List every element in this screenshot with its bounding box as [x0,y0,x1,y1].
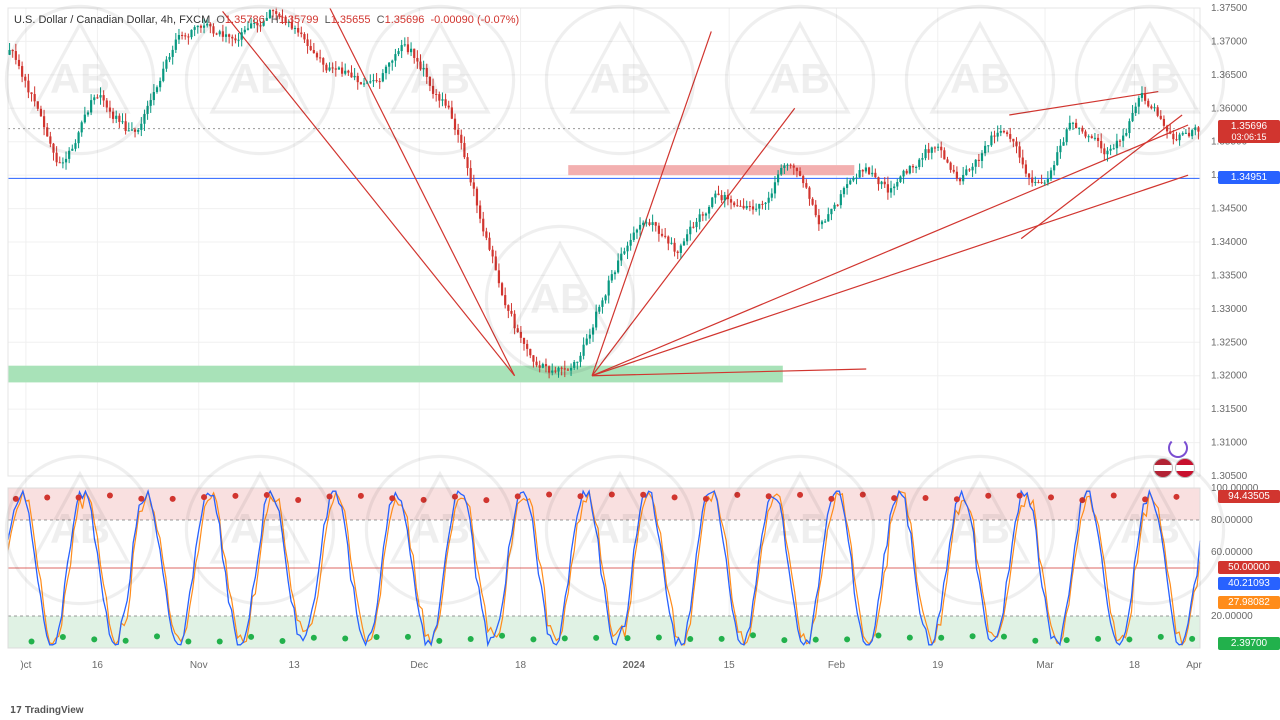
chart-header: U.S. Dollar / Canadian Dollar, 4h, FXCM … [14,14,519,26]
price-tick: 1.33000 [1211,304,1248,315]
svg-text:20.00000: 20.00000 [1211,611,1253,622]
price-tick: 1.36000 [1211,103,1248,114]
symbol-label: U.S. Dollar / Canadian Dollar, 4h, FXCM [14,14,210,26]
trend-line[interactable] [223,11,515,375]
time-tick: 2024 [623,660,646,671]
trend-lines [223,8,1189,376]
time-tick: 18 [515,660,527,671]
osc-value-tag: 40.21093 [1218,577,1280,590]
time-tick: Feb [828,660,846,671]
time-tick: Nov [190,660,208,671]
ohlc-c: 1.35696 [385,14,425,26]
price-tick: 1.31000 [1211,438,1248,449]
time-tick: Mar [1036,660,1054,671]
price-tick: 1.37500 [1211,3,1248,14]
price-tick: 1.32500 [1211,337,1248,348]
osc-value-tag: 2.39700 [1218,637,1280,650]
time-axis: )ct 16 Nov 13 Dec 18 2024 15 Feb 19 Mar 18 Apr [20,660,1202,671]
price-tick: 1.31500 [1211,404,1248,415]
price-tick: 1.37000 [1211,36,1248,47]
time-tick: 16 [92,660,104,671]
time-tick: Dec [410,660,428,671]
price-tick: 1.33500 [1211,270,1248,281]
time-tick: 15 [724,660,736,671]
trend-line[interactable] [592,31,711,375]
time-tick: Apr [1186,660,1202,671]
last-price-tag: 1.3569603:06:15 [1218,120,1280,143]
price-tick: 1.32000 [1211,371,1248,382]
trend-line[interactable] [330,8,515,376]
hline-price-tag: 1.34951 [1218,171,1280,184]
tradingview-logo: 17 TradingView [10,705,84,716]
price-tick: 1.34500 [1211,204,1248,215]
resistance-zone[interactable] [568,165,854,175]
time-tick: 18 [1129,660,1141,671]
ohlc-o: 1.35786 [225,14,265,26]
ohlc-chg-pct: (-0.07%) [477,14,519,26]
flag-icons [1153,458,1195,478]
price-tick: 1.36500 [1211,70,1248,81]
oscillator-pane: 100.0000080.0000060.0000020.00000 [8,483,1259,648]
osc-value-tag: 50.00000 [1218,561,1280,574]
svg-text:80.00000: 80.00000 [1211,515,1253,526]
time-tick: 19 [932,660,944,671]
time-tick: 13 [289,660,301,671]
main-grid: 1.375001.370001.365001.360001.355001.350… [8,3,1248,648]
ohlc-l: 1.35655 [331,14,371,26]
chart-svg[interactable]: 1.375001.370001.365001.360001.355001.350… [0,0,1280,720]
refresh-icon[interactable] [1168,438,1188,458]
price-tick: 1.30500 [1211,471,1248,482]
candles [8,7,1199,378]
svg-text:60.00000: 60.00000 [1211,547,1253,558]
ohlc-h: 1.35799 [279,14,319,26]
osc-value-tag: 27.98082 [1218,596,1280,609]
osc-value-tag: 94.43505 [1218,490,1280,503]
ohlc-chg: -0.00090 [430,14,473,26]
price-tick: 1.34000 [1211,237,1248,248]
time-tick: )ct [20,660,31,671]
chart-wrap: ABABABABABABABABABABABABABABAB U.S. Doll… [0,0,1280,720]
